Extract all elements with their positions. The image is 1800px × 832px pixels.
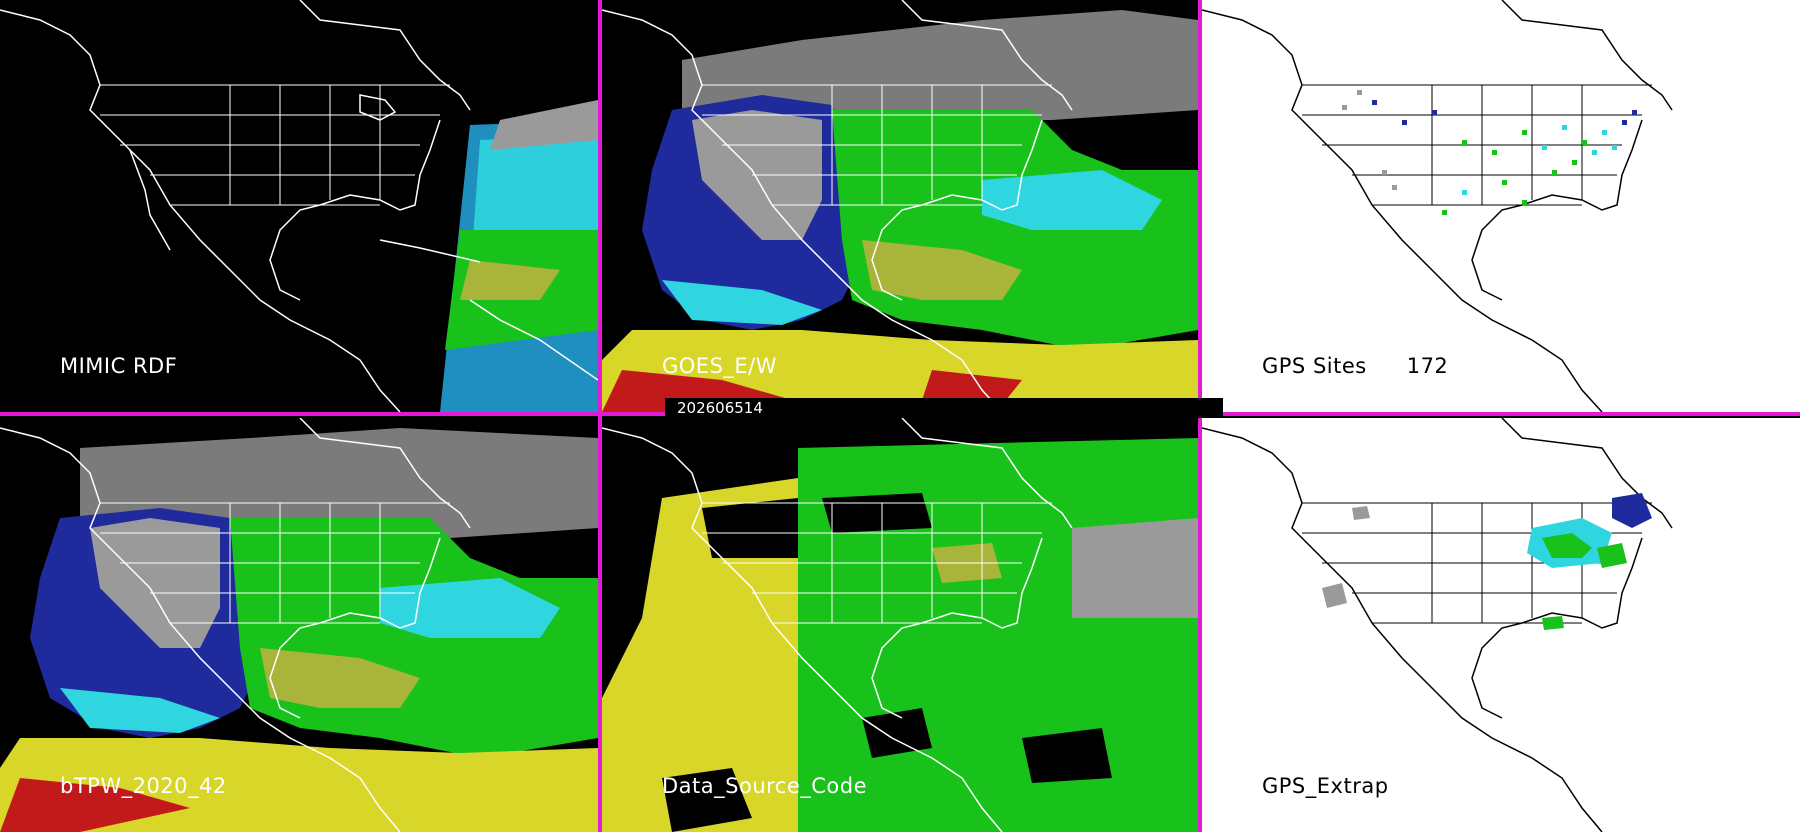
panel-label: GOES_E/W bbox=[662, 354, 778, 378]
panel-goes-ew[interactable]: GOES_E/W bbox=[602, 0, 1198, 412]
divider-vertical-left bbox=[598, 0, 602, 832]
panel-gps-extrap[interactable]: GPS_Extrap bbox=[1202, 418, 1800, 832]
gps-extrap-fields bbox=[1322, 493, 1652, 630]
panel-label: MIMIC RDF bbox=[60, 354, 178, 378]
goes-ew-map bbox=[602, 0, 1198, 412]
gps-sites-map bbox=[1202, 0, 1673, 412]
panel-label: Data_Source_Code bbox=[662, 774, 868, 798]
panel-data-source-code[interactable]: Data_Source_Code bbox=[602, 418, 1198, 832]
gps-site-markers bbox=[1342, 90, 1637, 215]
gps-site-count: 172 bbox=[1406, 354, 1449, 378]
panel-gps-sites[interactable]: GPS Sites 172 bbox=[1202, 0, 1800, 412]
mimic-rdf-map bbox=[0, 0, 598, 412]
panel-label: GPS_Extrap bbox=[1262, 774, 1389, 798]
timestamp-bar: 202606514 bbox=[665, 398, 1223, 418]
panel-btpw[interactable]: bTPW_2020_42 bbox=[0, 418, 598, 832]
panel-label: bTPW_2020_42 bbox=[60, 774, 227, 798]
gps-sites-label: GPS Sites bbox=[1262, 354, 1367, 378]
gps-extrap-map bbox=[1202, 418, 1673, 832]
panel-mimic-rdf[interactable]: MIMIC RDF bbox=[0, 0, 598, 412]
btpw-map bbox=[0, 418, 598, 832]
panel-label: GPS Sites 172 bbox=[1262, 354, 1448, 378]
data-source-code-map bbox=[602, 418, 1198, 832]
